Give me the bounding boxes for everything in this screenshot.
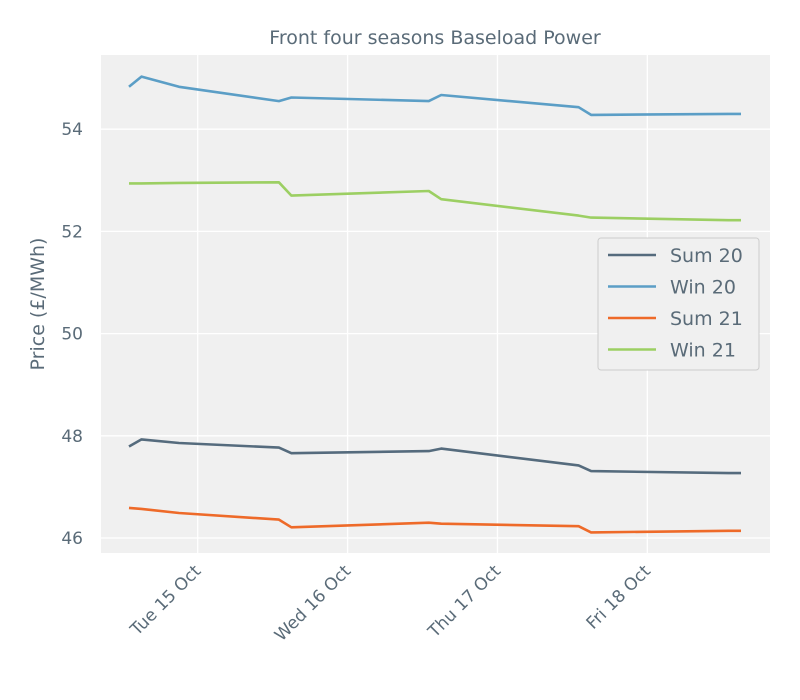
series-line-win-20 [128, 75, 741, 117]
series-line-win-21 [129, 181, 741, 222]
y-tick-label: 50 [61, 325, 83, 345]
series-line-sum-20 [128, 438, 741, 475]
legend-box [597, 237, 760, 371]
legend-label-win-20: Win 20 [670, 277, 736, 299]
chart-title: Front four seasons Baseload Power [269, 27, 601, 49]
y-tick-label: 54 [61, 120, 83, 140]
y-tick-label: 52 [61, 222, 83, 242]
legend-label-sum-20: Sum 20 [670, 245, 743, 267]
y-axis-title: Price (£/MWh) [27, 238, 49, 371]
legend: Sum 20 Win 20 Sum 21 Win 21 [597, 237, 760, 371]
series-line-sum-21 [128, 506, 741, 534]
legend-label-sum-21: Sum 21 [670, 308, 743, 330]
y-tick-label: 46 [61, 529, 83, 549]
y-tick-label: 48 [61, 427, 83, 447]
legend-label-win-21: Win 21 [670, 340, 736, 362]
y-axis-ticks: 46 48 50 52 54 [61, 120, 83, 549]
series-lines [128, 75, 741, 534]
grid-lines [101, 55, 770, 553]
